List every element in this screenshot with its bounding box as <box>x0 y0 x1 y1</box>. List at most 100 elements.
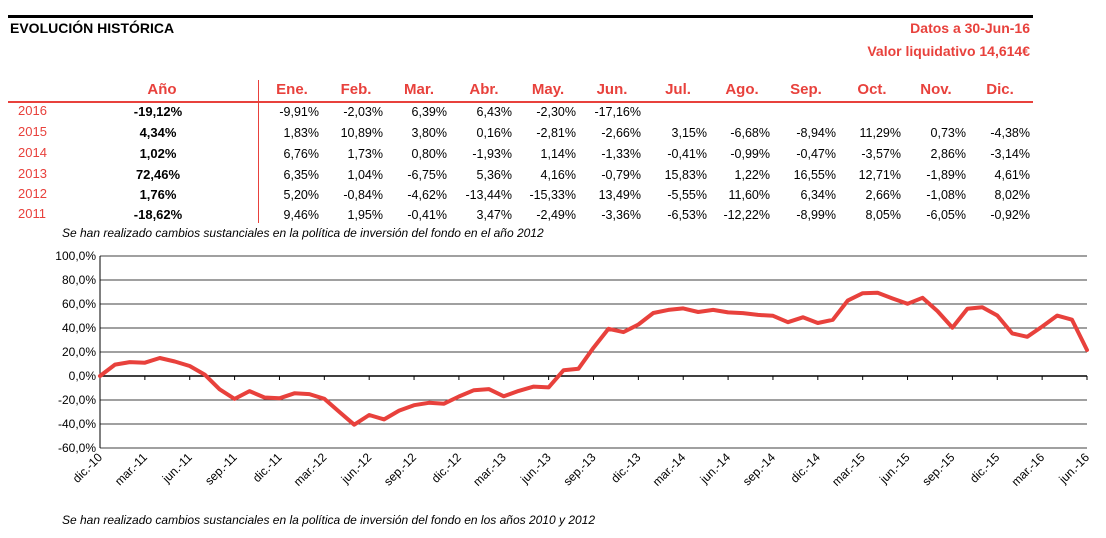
month-return-cell: 6,39% <box>411 105 447 119</box>
top-rule <box>8 15 1033 18</box>
x-tick-label: dic.-11 <box>250 450 285 485</box>
month-return-cell: 4,61% <box>994 168 1030 182</box>
month-return-cell: 0,16% <box>476 126 512 140</box>
nav-value-label: Valor liquidativo 14,614€ <box>867 43 1030 59</box>
page-title: EVOLUCIÓN HISTÓRICA <box>10 20 175 36</box>
data-point <box>592 346 595 350</box>
month-return-cell: -1,93% <box>472 147 512 161</box>
month-return-cell: -12,22% <box>723 208 770 222</box>
policy-note-bottom: Se han realizado cambios sustanciales en… <box>62 513 596 527</box>
month-return-cell: 1,04% <box>347 168 383 182</box>
month-return-cell: -2,03% <box>343 105 383 119</box>
data-point <box>621 330 625 334</box>
month-return-cell: 3,80% <box>411 126 447 140</box>
row-annual-return: 1,02% <box>139 146 177 161</box>
col-header-apr: Abr. <box>469 81 499 98</box>
month-return-cell: -0,92% <box>990 208 1030 222</box>
row-year: 2011 <box>18 206 46 221</box>
data-point <box>203 373 207 377</box>
data-point <box>846 299 850 303</box>
month-return-cell: 6,76% <box>283 147 319 161</box>
data-point <box>457 395 461 398</box>
x-tick-label: jun.-15 <box>876 450 913 487</box>
data-point <box>322 397 326 401</box>
data-point <box>816 321 820 325</box>
month-return-cell: -0,84% <box>343 188 383 202</box>
header-rule <box>8 101 1033 103</box>
data-point <box>936 309 939 313</box>
month-return-cell: -1,33% <box>601 147 641 161</box>
data-point <box>292 391 296 395</box>
y-tick-label: 100,0% <box>55 249 96 263</box>
x-tick-label: dic.-12 <box>429 450 465 486</box>
col-header-annual: Año <box>147 81 177 98</box>
data-point <box>442 402 446 406</box>
data-point <box>367 413 371 417</box>
data-point <box>921 296 924 300</box>
data-point <box>233 397 237 401</box>
data-point <box>801 315 805 319</box>
data-point <box>726 310 730 314</box>
month-return-cell: 0,73% <box>930 126 966 140</box>
data-point <box>681 306 685 310</box>
month-return-cell: 2,66% <box>865 188 901 202</box>
x-tick-label: sep.-13 <box>560 450 598 488</box>
y-tick-label: 60,0% <box>62 297 96 311</box>
x-tick-label: sep.-12 <box>381 450 419 488</box>
y-tick-label: 80,0% <box>62 273 96 287</box>
row-annual-return: 72,46% <box>135 167 181 182</box>
month-return-cell: 11,60% <box>728 188 770 202</box>
data-point <box>188 364 192 368</box>
y-tick-label: -60,0% <box>58 441 96 455</box>
month-return-cell: -6,68% <box>730 126 770 140</box>
x-tick-label: mar.-15 <box>829 450 868 489</box>
month-return-cell: 5,36% <box>476 168 512 182</box>
col-header-oct: Oct. <box>857 81 887 98</box>
data-point <box>980 305 984 309</box>
col-header-sep: Sep. <box>790 81 822 98</box>
month-return-cell: -2,66% <box>601 126 641 140</box>
month-return-cell: -0,41% <box>407 208 447 222</box>
month-return-cell: 0,80% <box>411 147 447 161</box>
data-point <box>397 409 401 413</box>
x-tick-label: sep.-14 <box>740 450 778 488</box>
month-return-cell: -3,14% <box>990 147 1030 161</box>
x-tick-label: dic.-15 <box>967 450 1003 486</box>
data-point <box>158 356 162 360</box>
data-point <box>1055 314 1059 318</box>
month-return-cell: -2,49% <box>536 208 576 222</box>
data-point <box>562 368 566 372</box>
y-tick-label: 20,0% <box>62 345 96 359</box>
data-point <box>307 392 311 396</box>
data-point <box>741 311 745 315</box>
data-point <box>876 291 880 295</box>
x-tick-label: mar.-14 <box>650 450 689 489</box>
month-return-cell: 6,35% <box>283 168 319 182</box>
y-tick-label: -40,0% <box>58 417 96 431</box>
row-year: 2016 <box>18 103 47 118</box>
month-return-cell: -0,79% <box>601 168 641 182</box>
month-return-cell: -6,75% <box>407 168 447 182</box>
month-return-cell: -1,89% <box>926 168 966 182</box>
month-return-cell: 12,71% <box>858 168 901 182</box>
data-point <box>1070 318 1074 322</box>
x-tick-label: jun.-11 <box>159 450 195 486</box>
data-point <box>143 361 147 365</box>
col-header-jul: Jul. <box>665 81 691 98</box>
data-point <box>666 308 670 312</box>
month-return-cell: -6,53% <box>667 208 707 222</box>
data-point <box>517 389 521 393</box>
data-point <box>831 318 835 322</box>
data-point <box>995 314 999 317</box>
month-return-cell: 6,43% <box>476 105 512 119</box>
month-return-cell: 3,15% <box>671 126 707 140</box>
data-point <box>711 308 715 312</box>
col-header-jan: Ene. <box>276 81 308 98</box>
data-point <box>607 327 610 331</box>
data-point <box>696 310 700 314</box>
month-return-cell: 8,02% <box>994 188 1030 202</box>
data-point <box>427 401 431 405</box>
data-point <box>352 423 356 427</box>
data-point <box>651 311 655 315</box>
month-return-cell: 15,83% <box>664 168 707 182</box>
